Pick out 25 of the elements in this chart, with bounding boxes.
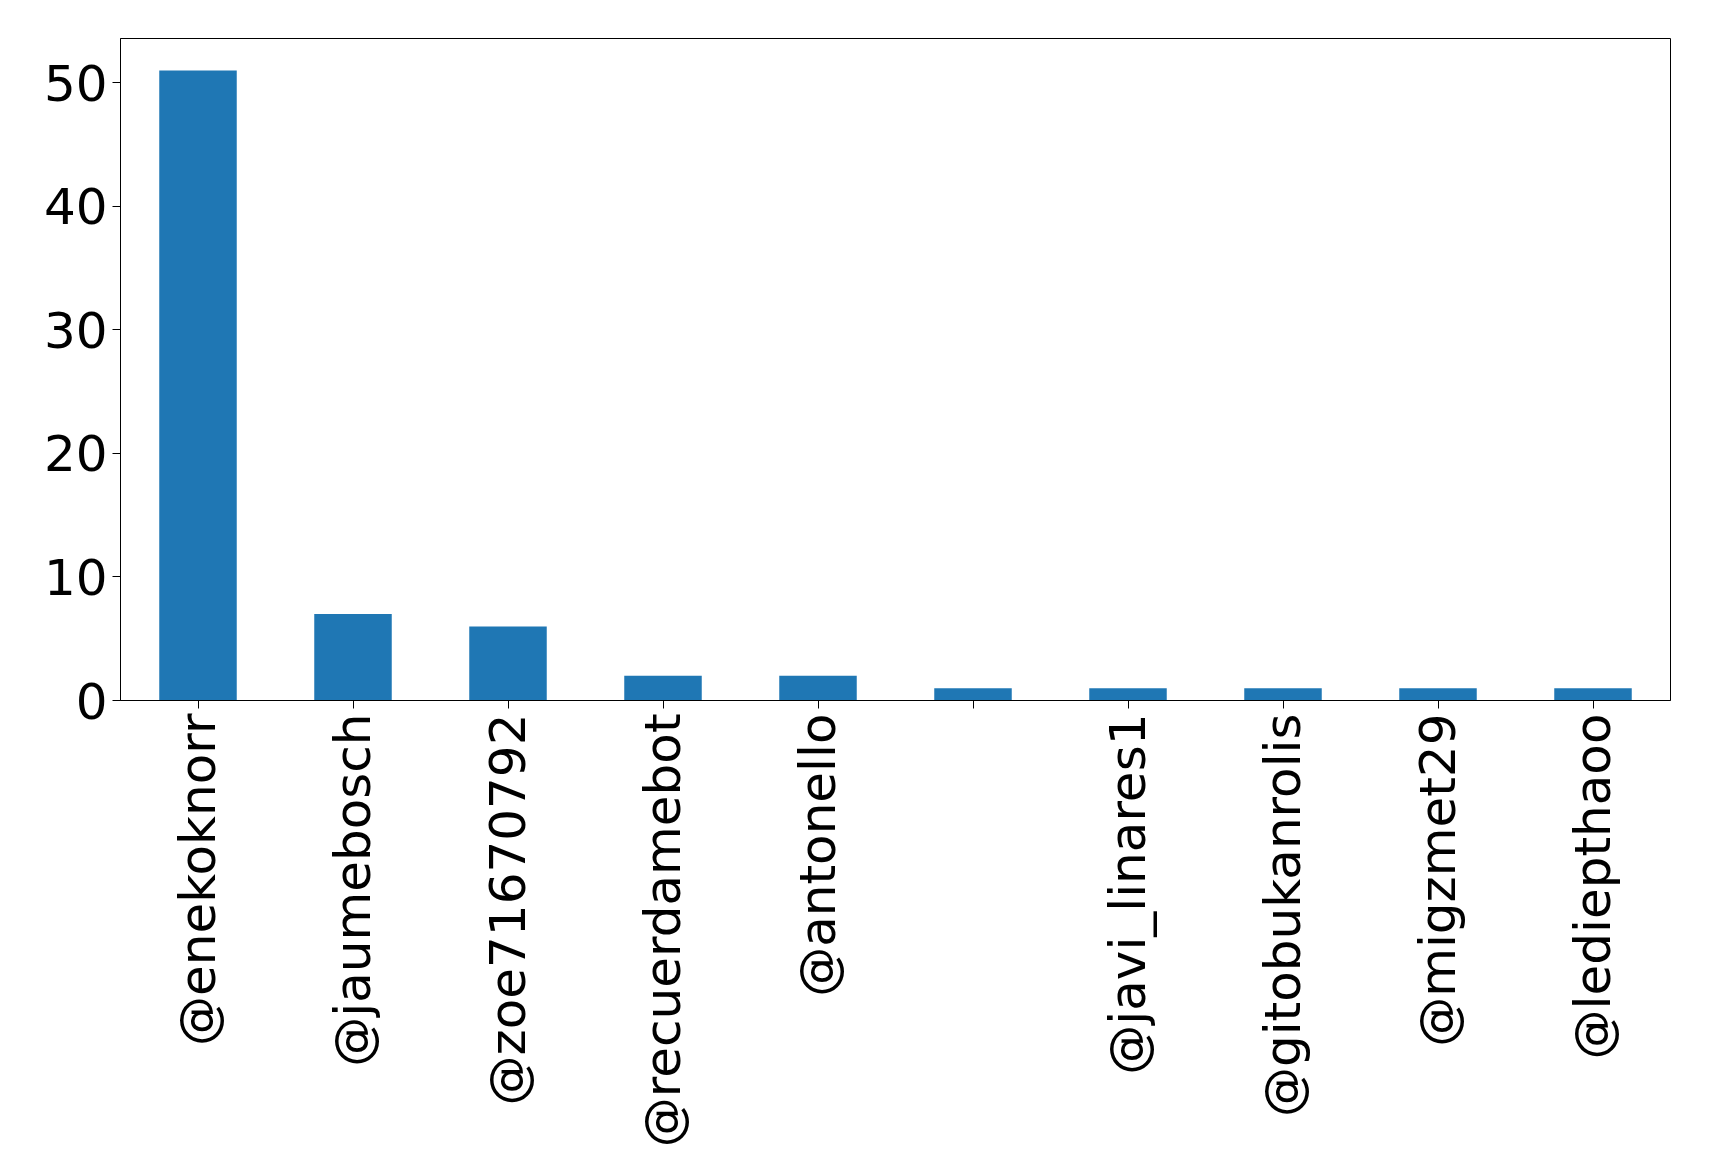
- bar: [159, 70, 237, 701]
- x-tick-label: @antonello: [789, 713, 847, 997]
- y-tick-label: 20: [43, 425, 108, 484]
- bar: [314, 614, 392, 701]
- y-tick-label: 0: [75, 672, 108, 731]
- bar: [1089, 688, 1167, 701]
- x-tick-label: @recuerdamebot: [634, 713, 692, 1148]
- bar: [469, 626, 547, 701]
- y-tick-label: 30: [43, 301, 108, 360]
- bar: [1554, 688, 1632, 701]
- y-tick-label: 40: [43, 178, 108, 237]
- bar: [1399, 688, 1477, 701]
- x-tick-label: @enekoknorr: [169, 713, 227, 1046]
- x-tick-label: @zoe71670792: [479, 713, 537, 1106]
- x-tick-label: @gitobukanrolis: [1254, 713, 1312, 1118]
- y-tick-label: 50: [43, 54, 108, 113]
- bar: [624, 675, 702, 701]
- x-tick-label: @jaumebosch: [324, 713, 382, 1067]
- x-tick-label: @lediepthaoo: [1564, 713, 1622, 1060]
- bar: [779, 675, 857, 701]
- bar: [934, 688, 1012, 701]
- x-tick-label: @migzmet29: [1409, 713, 1467, 1047]
- x-tick-label: @javi_linares1: [1099, 713, 1157, 1075]
- y-tick-label: 10: [43, 548, 108, 607]
- bar: [1244, 688, 1322, 701]
